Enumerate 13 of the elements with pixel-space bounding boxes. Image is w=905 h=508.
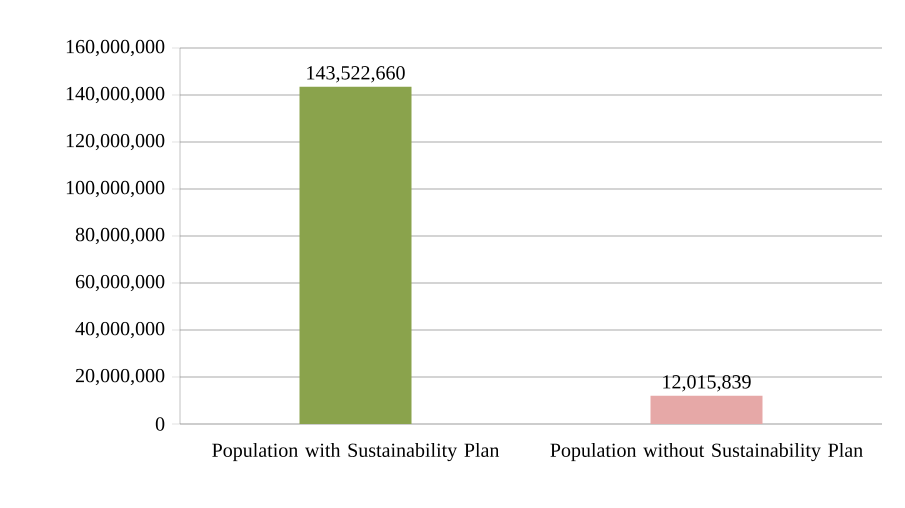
x-tick-label: Population with Sustainability Plan [212, 442, 500, 462]
y-tick-label: 40,000,000 [75, 322, 164, 338]
y-tick-label: 60,000,000 [76, 274, 164, 292]
y-tick-label: 0 [156, 417, 164, 431]
y-tick-label: 160,000,000 [66, 40, 164, 56]
y-tick-label: 140,000,000 [66, 86, 164, 104]
y-tick-label: 20,000,000 [76, 368, 164, 386]
y-tick-label: 100,000,000 [66, 180, 164, 198]
y-tick-label: 120,000,000 [66, 134, 164, 150]
x-tick-label: Population without Sustainability Plan [550, 442, 863, 462]
data-label: 143,522,660 [307, 66, 405, 82]
data-label: 12,015,839 [663, 375, 751, 392]
y-tick-label: 80,000,000 [76, 228, 164, 244]
